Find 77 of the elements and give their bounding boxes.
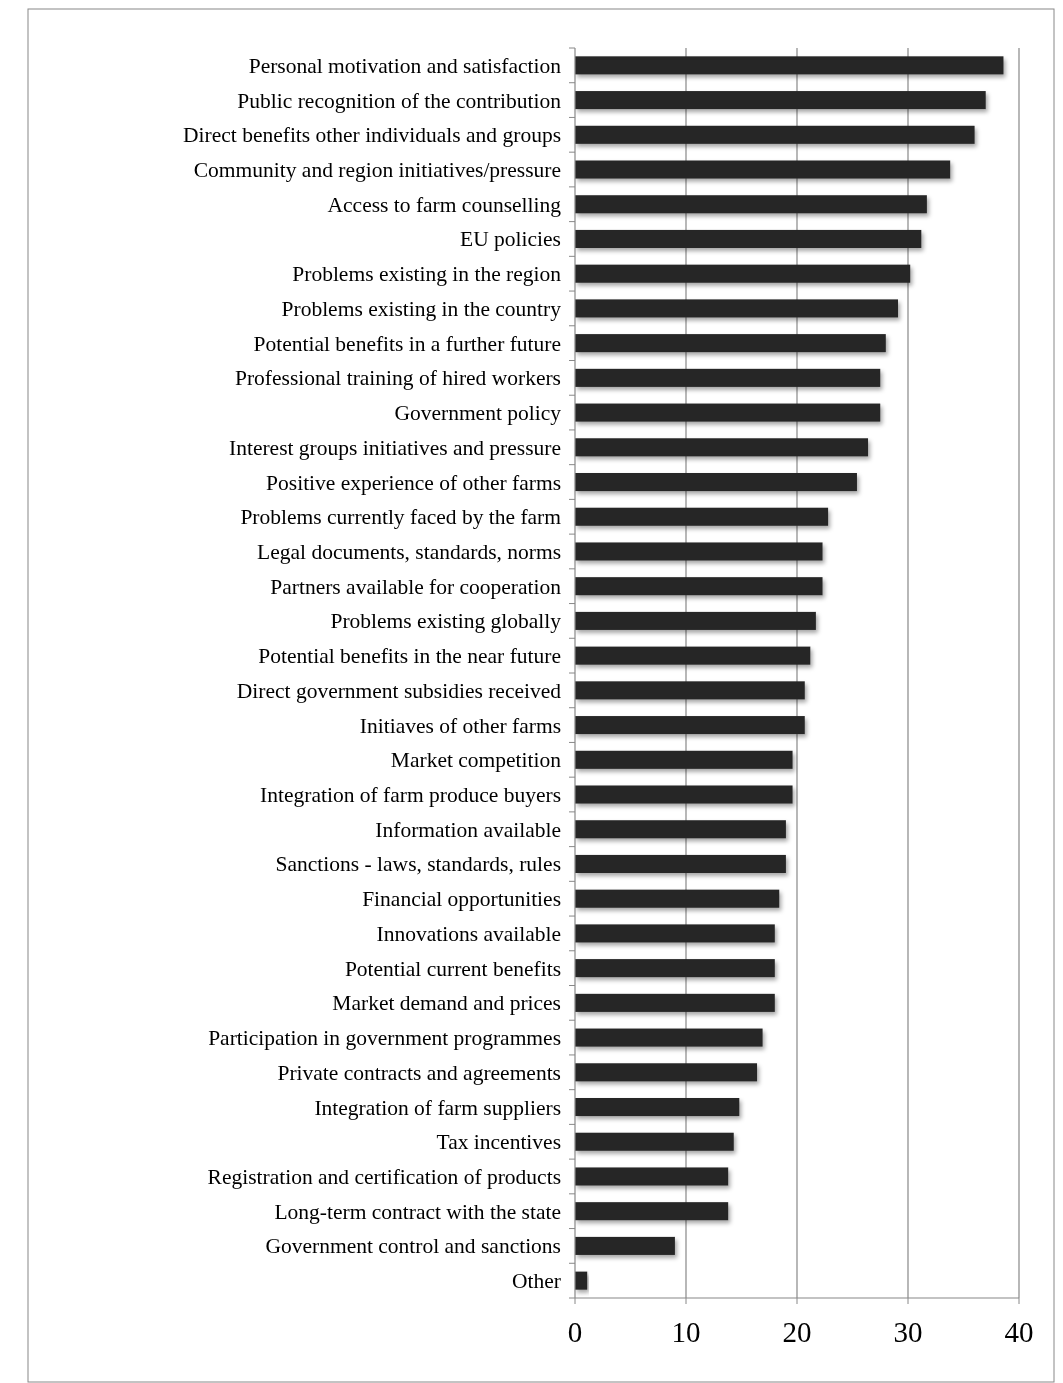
y-tick-label: Initiaves of other farms bbox=[359, 713, 561, 738]
y-tick-label: Information available bbox=[375, 817, 561, 842]
y-tick-label: Tax incentives bbox=[436, 1130, 561, 1155]
y-tick-label: Integration of farm produce buyers bbox=[260, 783, 561, 808]
bar bbox=[575, 854, 786, 873]
x-tick-label: 10 bbox=[671, 1316, 701, 1348]
y-tick-label: EU policies bbox=[460, 227, 561, 252]
y-tick-label: Potential current benefits bbox=[344, 956, 561, 981]
bar bbox=[575, 716, 805, 735]
bar bbox=[575, 229, 922, 248]
y-tick-label: Access to farm counselling bbox=[327, 192, 562, 217]
bar bbox=[575, 611, 816, 630]
y-tick-label: Legal documents, standards, norms bbox=[257, 540, 561, 564]
y-tick-label: Problems existing in the country bbox=[281, 296, 562, 321]
y-tick-label: Problems currently faced by the farm bbox=[240, 505, 562, 530]
bar bbox=[575, 924, 775, 943]
bar bbox=[575, 1271, 588, 1290]
bar bbox=[575, 264, 911, 283]
y-tick-label: Interest groups initiatives and pressure bbox=[229, 435, 561, 460]
bar bbox=[575, 160, 951, 179]
y-tick-label: Innovations available bbox=[376, 921, 561, 946]
bar bbox=[575, 438, 869, 457]
bar bbox=[575, 125, 975, 144]
bar bbox=[575, 889, 780, 908]
bar bbox=[575, 1236, 675, 1255]
bar bbox=[575, 993, 775, 1012]
bar bbox=[575, 195, 927, 214]
y-tick-label: Financial opportunities bbox=[362, 887, 561, 912]
bar bbox=[575, 1028, 763, 1047]
y-tick-label: Integration of farm suppliers bbox=[314, 1095, 561, 1120]
y-tick-label: Other bbox=[512, 1269, 561, 1294]
bar bbox=[575, 91, 986, 110]
y-tick-label: Government control and sanctions bbox=[265, 1234, 561, 1259]
y-tick-label: Potential benefits in the near future bbox=[258, 644, 561, 669]
y-tick-label: Partners available for cooperation bbox=[270, 574, 562, 599]
x-tick-label: 0 bbox=[567, 1316, 583, 1348]
y-tick-label: Positive experience of other farms bbox=[266, 470, 561, 495]
bar bbox=[575, 785, 793, 804]
bar bbox=[575, 1167, 729, 1186]
bar bbox=[575, 473, 857, 492]
bar bbox=[575, 542, 823, 561]
x-tick-label: 20 bbox=[782, 1316, 812, 1348]
bar bbox=[575, 368, 881, 387]
bar bbox=[575, 1132, 734, 1151]
y-tick-label: Public recognition of the contribution bbox=[237, 88, 562, 113]
bar bbox=[575, 820, 786, 839]
y-tick-label: Direct government subsidies received bbox=[236, 678, 562, 703]
y-tick-label: Long-term contract with the state bbox=[274, 1199, 561, 1224]
y-tick-label: Potential benefits in a further future bbox=[253, 331, 561, 356]
bar bbox=[575, 750, 793, 769]
y-tick-label: Private contracts and agreements bbox=[277, 1060, 561, 1085]
y-tick-label: Market demand and prices bbox=[332, 991, 561, 1016]
y-tick-label: Problems existing in the region bbox=[292, 262, 562, 287]
bar bbox=[575, 507, 829, 526]
y-tick-label: Government policy bbox=[394, 401, 562, 426]
y-tick-label: Market competition bbox=[390, 748, 562, 773]
y-tick-label: Sanctions - laws, standards, rules bbox=[275, 852, 561, 877]
bar bbox=[575, 1098, 740, 1117]
bar bbox=[575, 959, 775, 978]
y-tick-label: Community and region initiatives/pressure bbox=[193, 158, 561, 183]
y-tick-label: Professional training of hired workers bbox=[234, 366, 561, 391]
x-tick-label: 30 bbox=[893, 1316, 923, 1348]
bar bbox=[575, 577, 823, 596]
bar bbox=[575, 1202, 729, 1221]
bar bbox=[575, 1063, 758, 1082]
bar bbox=[575, 56, 1004, 75]
bar bbox=[575, 681, 805, 700]
y-tick-label: Registration and certification of products bbox=[207, 1165, 561, 1189]
bar bbox=[575, 403, 881, 422]
y-tick-label: Participation in government programmes bbox=[208, 1026, 561, 1051]
bar bbox=[575, 299, 899, 318]
bar bbox=[575, 646, 811, 665]
bar bbox=[575, 334, 886, 353]
y-tick-label: Problems existing globally bbox=[330, 609, 562, 634]
y-tick-label: Personal motivation and satisfaction bbox=[248, 53, 562, 78]
x-tick-label: 40 bbox=[1004, 1316, 1034, 1348]
y-tick-label: Direct benefits other individuals and groups bbox=[183, 123, 561, 148]
